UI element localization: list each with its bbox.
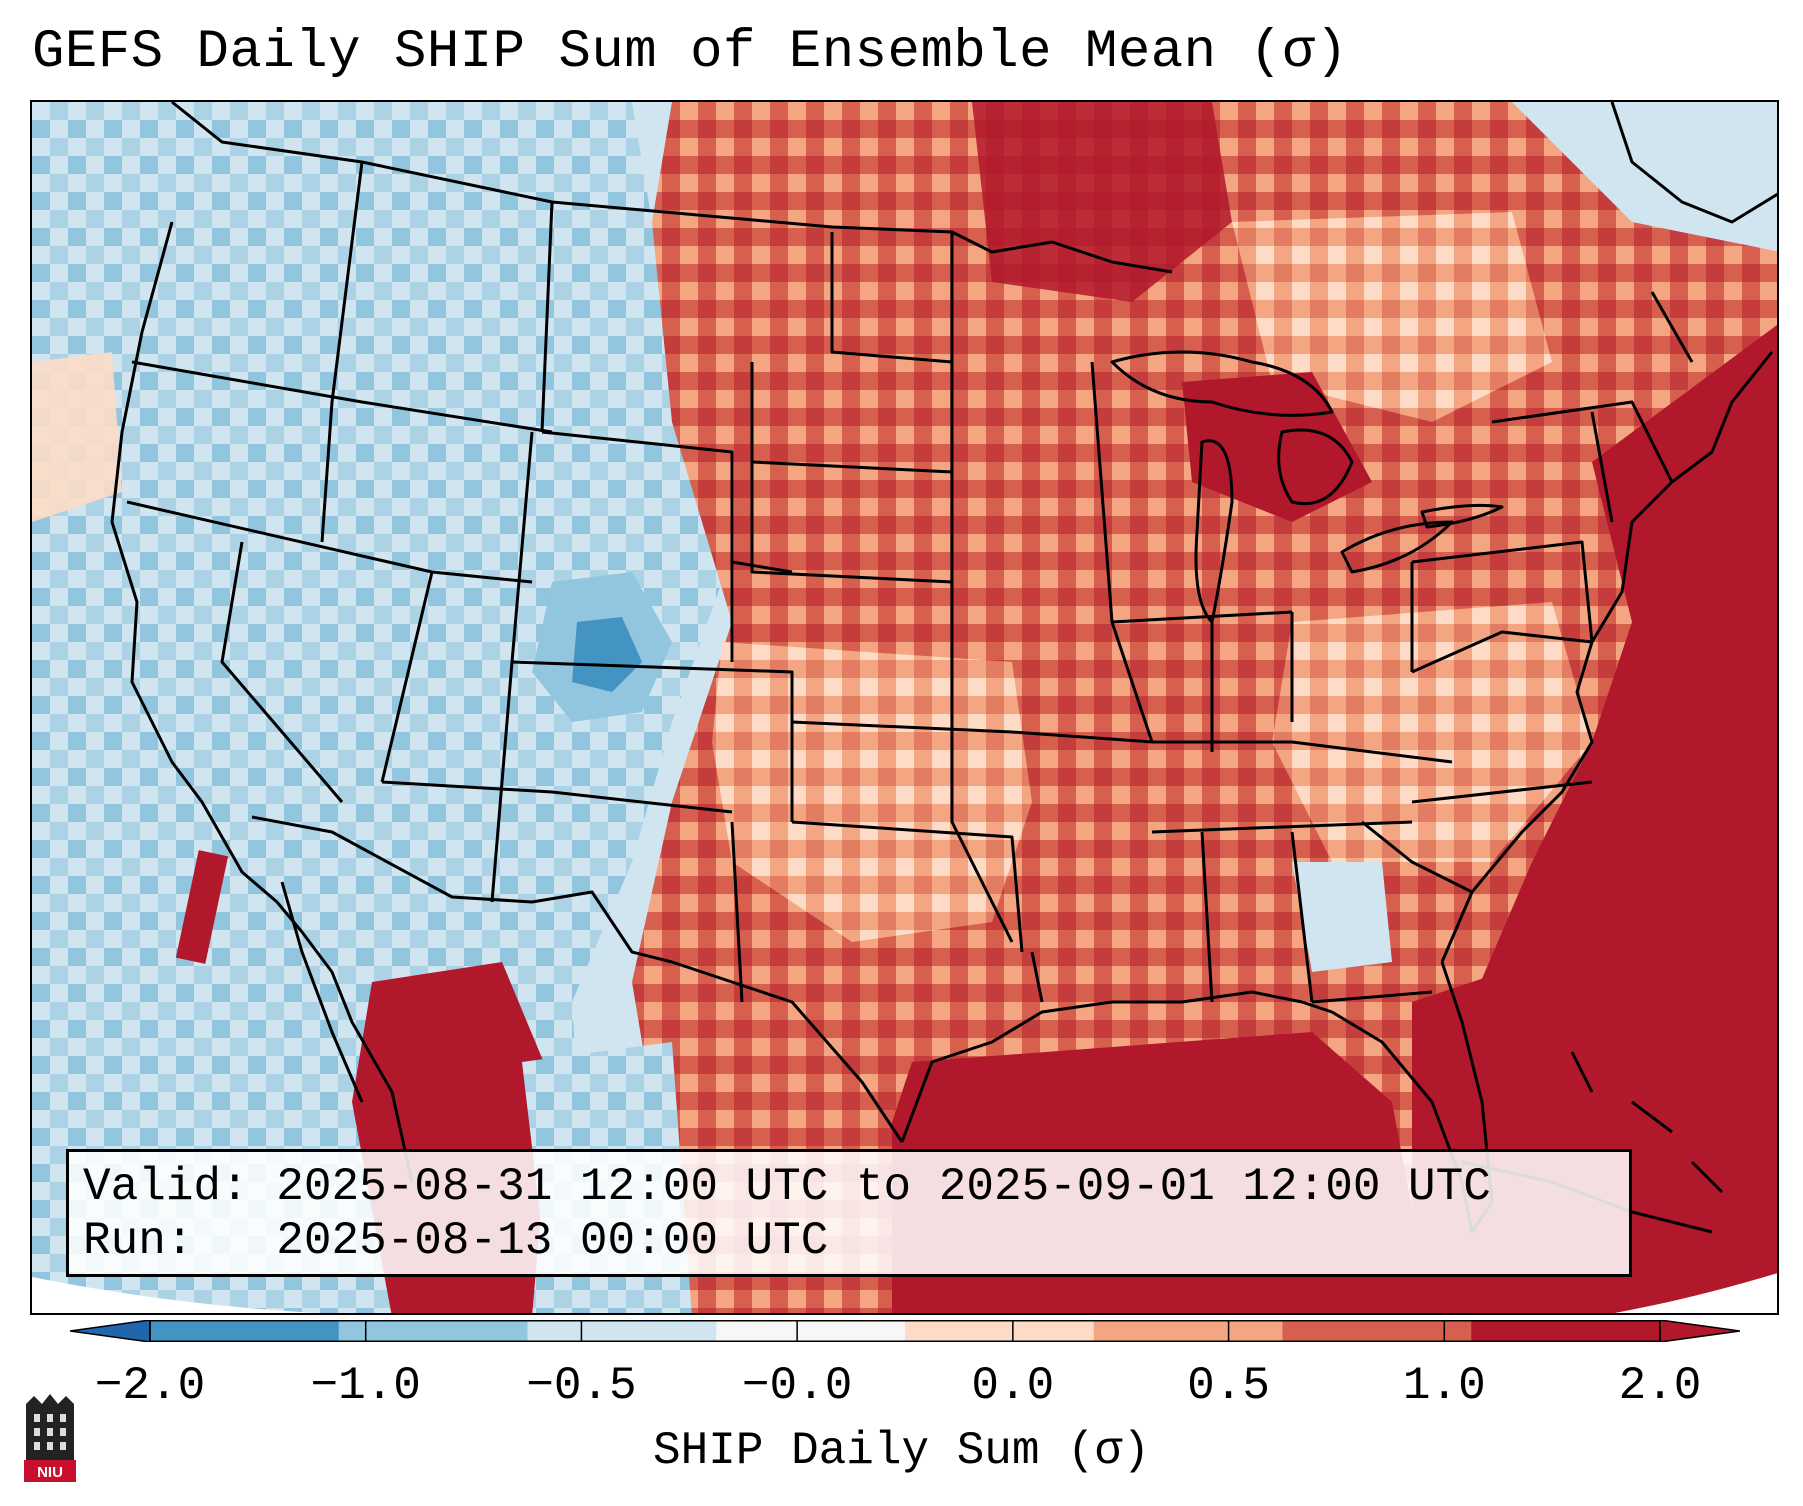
- field-pacific-red-streak: [175, 850, 229, 964]
- colorbar-outline: [149, 1320, 1661, 1342]
- colorbar-tick-label: −1.0: [310, 1360, 421, 1412]
- logo-text: NIU: [37, 1464, 63, 1481]
- colorbar-segment: [1093, 1320, 1283, 1342]
- border-ks-ok: [791, 720, 1013, 734]
- border-al-ga: [1290, 831, 1314, 1003]
- border-ne-north: [731, 560, 793, 574]
- colorbar-tick-label: 0.0: [971, 1360, 1055, 1412]
- lake-huron: [1277, 428, 1354, 506]
- border-nv-ut: [380, 571, 434, 783]
- field-pacific-pink: [32, 352, 122, 522]
- field-colorado-deepblue: [572, 617, 642, 692]
- lake-michigan: [1194, 439, 1234, 624]
- map-panel: [30, 100, 1779, 1315]
- colorbar-tick-label: −0.0: [741, 1360, 853, 1412]
- colorbar-segment: [716, 1320, 906, 1342]
- border-vt-nh: [1590, 411, 1614, 523]
- run-value: 2025-08-13 00:00 UTC: [276, 1215, 829, 1267]
- border-la: [1030, 951, 1044, 1003]
- border-mt-nd: [830, 232, 953, 364]
- colorbar-tick-label: −2.0: [94, 1360, 206, 1412]
- border-ga-sc: [1361, 820, 1473, 894]
- border-ia-il: [1111, 610, 1293, 624]
- projection-corner-sw: [32, 1277, 316, 1313]
- border-nd-sd: [751, 460, 953, 474]
- colorbar-segment: [527, 1320, 717, 1342]
- border-ny-north: [1491, 400, 1674, 483]
- border-mt-wy: [540, 201, 554, 433]
- valid-value: 2025-08-31 12:00 UTC to 2025-09-01 12:00…: [276, 1161, 1491, 1213]
- coastline-gulf: [900, 990, 1333, 1143]
- border-us-canada: [171, 102, 1173, 274]
- border-sd-ne: [750, 362, 953, 584]
- lake-ontario: [1420, 503, 1504, 529]
- border-tn-south: [1151, 820, 1413, 834]
- boundary-lines: [110, 102, 1777, 1234]
- border-or-north: [131, 360, 553, 434]
- border-pa: [1411, 540, 1594, 643]
- border-az-ut: [381, 780, 733, 814]
- colorbar-tick-label: 0.5: [1187, 1360, 1270, 1412]
- colorbar-segment: [150, 1320, 340, 1342]
- coastline-quebec: [1610, 102, 1777, 224]
- colorbar-extend-high: [1659, 1320, 1740, 1342]
- border-ms-al: [1200, 831, 1214, 1003]
- border-nc-va: [1411, 780, 1593, 804]
- colorbar-label: SHIP Daily Sum (σ): [653, 1425, 1150, 1477]
- coastline-baja: [280, 881, 364, 1103]
- run-label: Run:: [83, 1215, 194, 1267]
- colorbar-segment: [1282, 1320, 1472, 1342]
- colorbar-tick-label: 2.0: [1618, 1360, 1702, 1412]
- map-svg: [32, 102, 1777, 1313]
- colorbar-tick-label: −0.5: [526, 1360, 637, 1412]
- border-wy-ne: [541, 430, 734, 662]
- border-ga-fl: [1311, 990, 1433, 1004]
- valid-label: Valid:: [83, 1161, 249, 1213]
- field-greatlakes-red: [1182, 372, 1372, 522]
- border-me: [1650, 291, 1694, 363]
- coastline-bahamas: [1570, 1051, 1724, 1194]
- colorbar-extend-low: [70, 1320, 151, 1342]
- field-west-blue: [32, 102, 722, 1313]
- border-wv-va: [1411, 630, 1593, 674]
- colorbar-segment: [1471, 1320, 1661, 1342]
- colorbar-tick-label: 1.0: [1402, 1360, 1486, 1412]
- border-ca-nv: [220, 541, 344, 803]
- border-mo-ar: [1011, 730, 1153, 744]
- chart-title: GEFS Daily SHIP Sum of Ensemble Mean (σ): [32, 22, 1349, 83]
- coastline-west: [110, 221, 414, 1183]
- valid-run-info-box: Valid: 2025-08-31 12:00 UTC to 2025-09-0…: [66, 1149, 1632, 1277]
- border-tn-ky: [1152, 740, 1453, 764]
- logo-tower: [26, 1394, 74, 1460]
- logo-banner: [24, 1460, 76, 1482]
- colorbar-segment: [338, 1320, 528, 1342]
- colorbar: [70, 1320, 1740, 1342]
- colorbar-segments: [149, 1320, 1661, 1342]
- niu-logo-icon: NIU: [24, 1394, 76, 1482]
- field-georgia-blue: [1292, 862, 1392, 972]
- projection-corner-se: [1614, 1273, 1777, 1313]
- border-wa-id: [320, 161, 364, 543]
- border-co-ks: [511, 660, 794, 822]
- lake-superior: [1110, 350, 1334, 417]
- border-ok-tx: [791, 820, 1024, 953]
- field-southeast-light: [1272, 602, 1592, 862]
- border-mn-ia-mo: [950, 232, 1014, 943]
- colorbar-segment: [905, 1320, 1095, 1342]
- field-north-red: [972, 102, 1232, 302]
- field-ontario-light: [1232, 212, 1552, 422]
- border-us-mexico: [251, 815, 904, 1143]
- border-nm-tx: [730, 821, 744, 1003]
